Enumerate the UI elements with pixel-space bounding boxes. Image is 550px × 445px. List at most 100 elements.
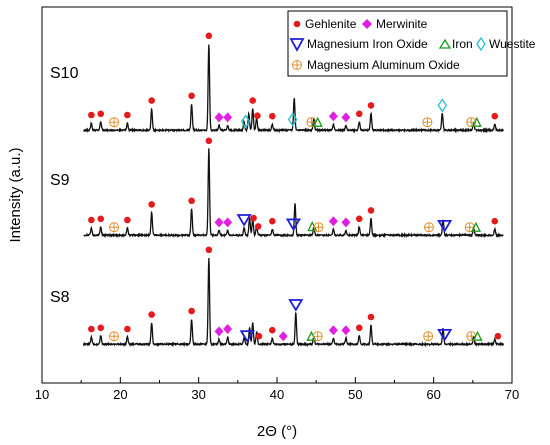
series-label-s10: S10 <box>50 65 79 82</box>
wuestite-marker-icon <box>476 36 486 52</box>
marker-s9-merwinite-16 <box>328 216 338 227</box>
legend-entry-wuestite: Wuestite <box>476 36 536 52</box>
marker-s10-merwinite-16 <box>328 111 338 122</box>
marker-s9-gehlenite-18 <box>355 215 363 223</box>
marker-s10-gehlenite-12 <box>269 112 276 120</box>
legend: Gehlenite Merwinite Magnesium Iron Oxide… <box>287 10 536 77</box>
marker-s8-gehlenite-24 <box>494 332 502 340</box>
marker-s9-magnesium-aluminum-oxide-20 <box>423 222 434 233</box>
marker-s10-gehlenite-0 <box>88 111 95 119</box>
legend-label-wuestite: Wuestite <box>489 37 536 51</box>
legend-entry-iron: Iron <box>438 37 473 51</box>
marker-s9-gehlenite-10 <box>250 214 257 222</box>
legend-label-gehlenite: Gehlenite <box>305 17 357 31</box>
marker-s10-gehlenite-5 <box>188 92 195 100</box>
marker-s9-gehlenite-0 <box>88 216 95 224</box>
series-label-s8: S8 <box>50 289 70 306</box>
marker-s9-gehlenite-6 <box>205 137 213 145</box>
x-axis: 10 20 30 40 50 60 70 <box>35 377 519 402</box>
marker-s9-magnesium-aluminum-oxide-2 <box>109 222 120 233</box>
marker-s9-magnesium-iron-oxide-21 <box>437 219 453 233</box>
marker-s8-gehlenite-4 <box>148 311 155 318</box>
marker-s8-merwinite-8 <box>223 324 233 334</box>
marker-s10-merwinite-17 <box>341 112 351 123</box>
marker-s10-iron-23 <box>471 116 482 127</box>
marker-s8-merwinite-12 <box>278 331 288 342</box>
marker-s8-magnesium-iron-oxide-9 <box>239 330 255 343</box>
marker-s9-magnesium-aluminum-oxide-15 <box>313 222 324 233</box>
marker-s8-gehlenite-10 <box>255 332 263 340</box>
x-tick-label-10: 10 <box>35 387 49 402</box>
marker-s8-merwinite-17 <box>341 325 351 336</box>
series-layer <box>82 44 505 348</box>
legend-entry-magnesium-iron-oxide: Magnesium Iron Oxide <box>289 37 428 52</box>
marker-s10-wuestite-21 <box>437 98 448 113</box>
marker-s9-gehlenite-5 <box>188 197 195 205</box>
marker-s9-iron-23 <box>470 221 482 232</box>
x-tick-label-60: 60 <box>426 387 440 402</box>
x-tick-label-20: 20 <box>113 387 127 402</box>
legend-label-magnesium-aluminum-oxide: Magnesium Aluminum Oxide <box>307 58 460 72</box>
legend-label-magnesium-iron-oxide: Magnesium Iron Oxide <box>307 37 428 51</box>
x-tick-label-30: 30 <box>191 387 205 402</box>
marker-s9-gehlenite-11 <box>254 223 262 230</box>
marker-s10-gehlenite-6 <box>205 32 213 40</box>
marker-s9-gehlenite-3 <box>124 216 131 224</box>
marker-s9-gehlenite-24 <box>491 217 499 225</box>
marker-layer <box>88 32 502 343</box>
y-axis-title: Intensity (a.u.) <box>7 147 24 242</box>
series-line-s10 <box>83 44 504 134</box>
x-tick-label-40: 40 <box>270 387 284 402</box>
marker-s8-gehlenite-19 <box>367 313 375 321</box>
legend-entry-magnesium-aluminum-oxide: Magnesium Aluminum Oxide <box>292 58 460 72</box>
gehlenite-marker-icon <box>293 20 301 28</box>
marker-s9-merwinite-7 <box>214 217 224 228</box>
series-line-s8 <box>82 257 505 348</box>
merwinite-marker-icon <box>362 19 372 29</box>
legend-label-merwinite: Merwinite <box>376 17 428 31</box>
marker-s10-gehlenite-19 <box>367 102 375 109</box>
marker-s8-gehlenite-3 <box>124 325 131 333</box>
x-axis-title: 2Θ (°) <box>257 423 297 440</box>
marker-s9-magnesium-iron-oxide-9 <box>236 214 252 227</box>
marker-s10-gehlenite-24 <box>491 112 499 120</box>
marker-s10-wuestite-13 <box>287 112 298 127</box>
legend-entry-gehlenite: Gehlenite <box>293 17 357 31</box>
marker-s10-gehlenite-1 <box>97 110 105 118</box>
legend-entry-merwinite: Merwinite <box>362 17 428 31</box>
marker-s9-gehlenite-19 <box>367 207 375 214</box>
marker-s10-gehlenite-4 <box>148 97 155 104</box>
marker-s10-merwinite-7 <box>214 112 224 123</box>
marker-s10-iron-15 <box>312 116 323 127</box>
x-tick-label-70: 70 <box>505 387 519 402</box>
marker-s8-merwinite-16 <box>328 325 338 336</box>
marker-s9-gehlenite-12 <box>269 217 276 225</box>
marker-s9-merwinite-8 <box>223 217 233 228</box>
marker-s8-magnesium-aluminum-oxide-15 <box>312 331 323 342</box>
magnesium-iron-oxide-marker-icon <box>289 38 305 52</box>
series-label-s9: S9 <box>50 172 70 189</box>
marker-s10-magnesium-aluminum-oxide-2 <box>109 117 120 128</box>
marker-s8-gehlenite-5 <box>188 307 195 315</box>
marker-s10-gehlenite-10 <box>249 97 257 104</box>
marker-s8-gehlenite-0 <box>88 325 95 333</box>
marker-s9-gehlenite-1 <box>97 215 105 223</box>
marker-s8-gehlenite-18 <box>355 324 363 332</box>
marker-s10-gehlenite-11 <box>254 112 261 120</box>
marker-s8-gehlenite-6 <box>205 246 213 254</box>
marker-s8-magnesium-iron-oxide-21 <box>437 328 453 342</box>
series-line-s9 <box>83 148 504 239</box>
marker-s8-gehlenite-1 <box>97 324 105 332</box>
marker-s8-magnesium-aluminum-oxide-2 <box>109 331 120 342</box>
legend-box <box>287 10 508 77</box>
marker-s9-gehlenite-4 <box>148 201 155 208</box>
iron-marker-icon <box>438 38 452 49</box>
magnesium-aluminum-oxide-marker-icon <box>292 60 302 70</box>
marker-s10-gehlenite-3 <box>124 111 131 119</box>
marker-s8-merwinite-7 <box>214 326 224 337</box>
x-tick-label-50: 50 <box>348 387 362 402</box>
marker-s10-gehlenite-18 <box>355 110 363 118</box>
marker-s10-wuestite-9 <box>240 114 251 129</box>
marker-s9-merwinite-17 <box>341 217 351 228</box>
